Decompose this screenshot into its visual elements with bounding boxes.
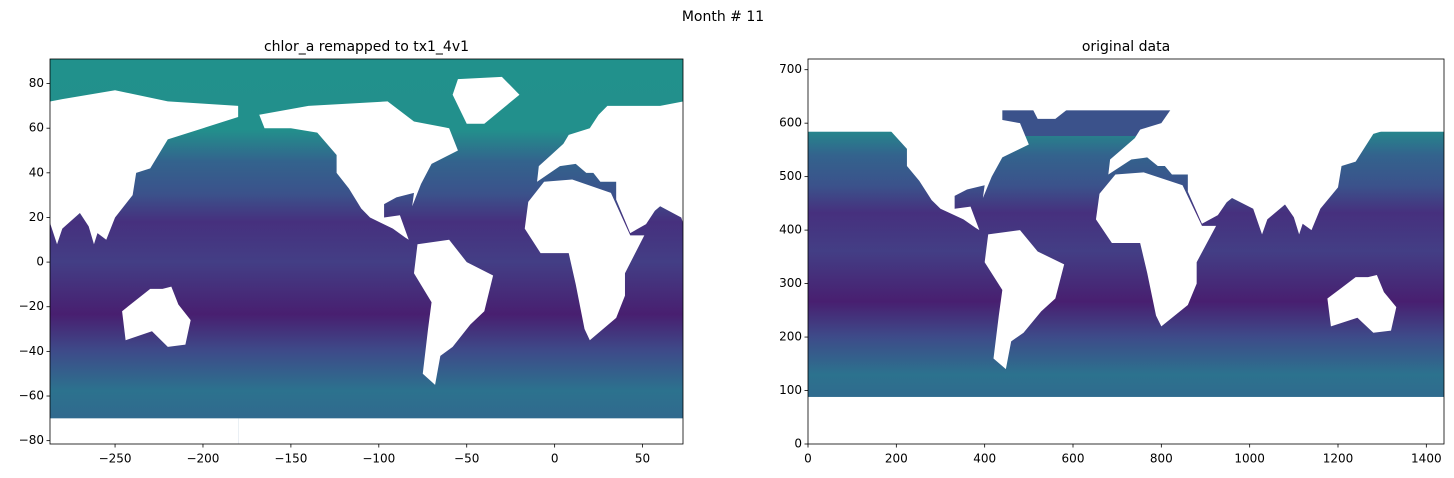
y-tick-label: −20: [19, 299, 44, 313]
x-tick-label: 1000: [1234, 452, 1265, 466]
y-tick-label: 400: [779, 223, 802, 237]
y-tick-label: 600: [779, 116, 802, 130]
figure-title: Month # 11: [682, 9, 764, 25]
y-tick-label: −80: [19, 433, 44, 447]
x-tick-label: 1400: [1411, 452, 1442, 466]
y-tick-label: −60: [19, 389, 44, 403]
y-tick-label: 300: [779, 276, 802, 290]
x-tick-label: 1200: [1323, 452, 1354, 466]
axes-frame: [49, 58, 684, 445]
y-tick-label: 500: [779, 169, 802, 183]
y-tick-label: 20: [29, 210, 44, 224]
axes-frame: [807, 58, 1445, 445]
x-tick-label: −200: [186, 452, 219, 466]
y-tick-label: 0: [36, 255, 44, 269]
y-tick-label: 0: [794, 437, 802, 451]
y-tick-label: 100: [779, 383, 802, 397]
map-image: [50, 59, 683, 444]
x-tick-label: 0: [804, 452, 812, 466]
x-tick-label: 50: [635, 452, 650, 466]
x-tick-label: 800: [1150, 452, 1173, 466]
y-tick-label: −40: [19, 344, 44, 358]
x-tick-label: 600: [1062, 452, 1085, 466]
x-tick-label: −150: [274, 452, 307, 466]
y-tick-label: 60: [29, 121, 44, 135]
map-image: [808, 73, 1444, 444]
x-tick-label: 400: [973, 452, 996, 466]
x-tick-label: −100: [362, 452, 395, 466]
x-tick-label: 0: [551, 452, 559, 466]
y-tick-label: 700: [779, 62, 802, 76]
y-tick-label: 80: [29, 76, 44, 90]
x-tick-label: −50: [454, 452, 479, 466]
axes-title: chlor_a remapped to tx1_4v1: [264, 39, 469, 55]
y-tick-label: 200: [779, 330, 802, 344]
x-tick-label: 200: [885, 452, 908, 466]
axes-title: original data: [1082, 39, 1170, 55]
y-tick-label: 40: [29, 165, 44, 179]
x-tick-label: −250: [99, 452, 132, 466]
